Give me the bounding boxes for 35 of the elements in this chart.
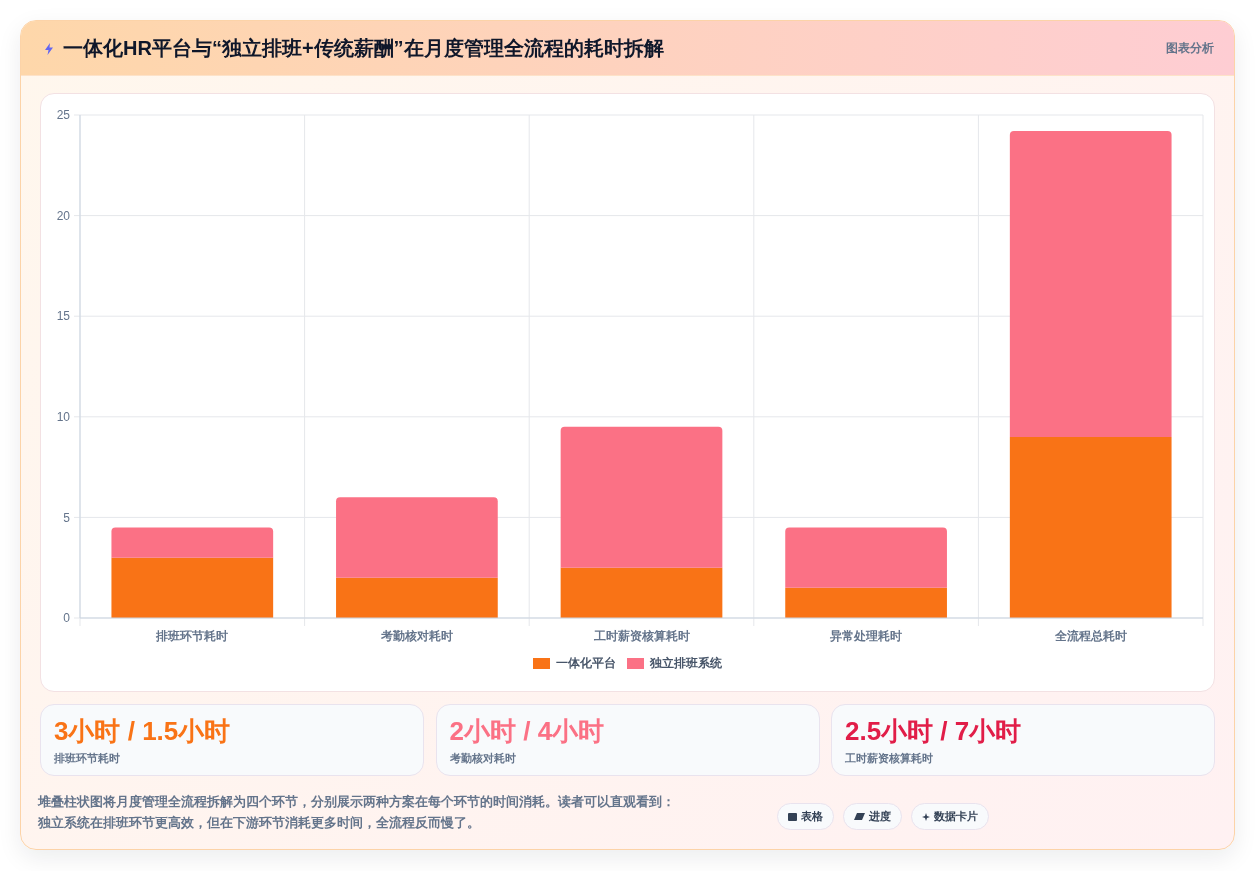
chart-title: 一体化HR平台与“独立排班+传统薪酬”在月度管理全流程的耗时拆解	[63, 36, 664, 61]
tag-chip: 数据卡片	[911, 803, 989, 830]
text: 排班环节耗时	[54, 751, 120, 765]
y-tick-label: 5	[63, 510, 71, 525]
text: 考勤核对耗时	[449, 751, 516, 765]
text: 图表分析	[1166, 40, 1214, 56]
bar	[785, 527, 947, 588]
x-tick-label: 工时薪资核算耗时	[592, 629, 690, 644]
text: 堆叠柱状图将月度管理全流程拆解为四个环节，分别展示两种方案在每个环节的时间消耗。读者可以直观看到：独立系统在排班环节更高效，但在下游环节消耗更多时间，全流程反而慢了。	[38, 793, 676, 832]
text: 工时薪资核算耗时	[845, 751, 933, 765]
bar	[785, 587, 947, 618]
legend-label: 一体化平台	[556, 654, 616, 672]
y-tick-label: 20	[56, 208, 71, 223]
y-tick-label: 25	[56, 108, 71, 123]
y-tick-label: 0	[63, 611, 71, 626]
bar	[1009, 436, 1172, 618]
bar	[111, 527, 274, 558]
y-tick-label: 10	[56, 410, 71, 424]
bar	[560, 426, 723, 568]
bar	[560, 567, 723, 618]
text: 2.5小时 / 7小时	[845, 716, 1022, 746]
legend-label: 独立排班系统	[650, 654, 722, 672]
x-tick-label: 全流程总耗时	[1053, 629, 1127, 644]
bar	[336, 497, 498, 578]
bar	[111, 557, 274, 618]
text: 3小时 / 1.5小时	[54, 716, 231, 746]
tag-chip: 进度	[843, 803, 902, 830]
x-tick-label: 异常处理耗时	[829, 629, 903, 644]
y-tick-label: 15	[56, 309, 71, 324]
text: 2小时 / 4小时	[449, 716, 605, 746]
x-tick-label: 排班环节耗时	[155, 629, 229, 644]
bar	[336, 577, 498, 618]
bar	[1009, 131, 1172, 437]
tag-chip: 表格	[777, 803, 834, 830]
x-tick-label: 考勤核对耗时	[379, 629, 453, 644]
